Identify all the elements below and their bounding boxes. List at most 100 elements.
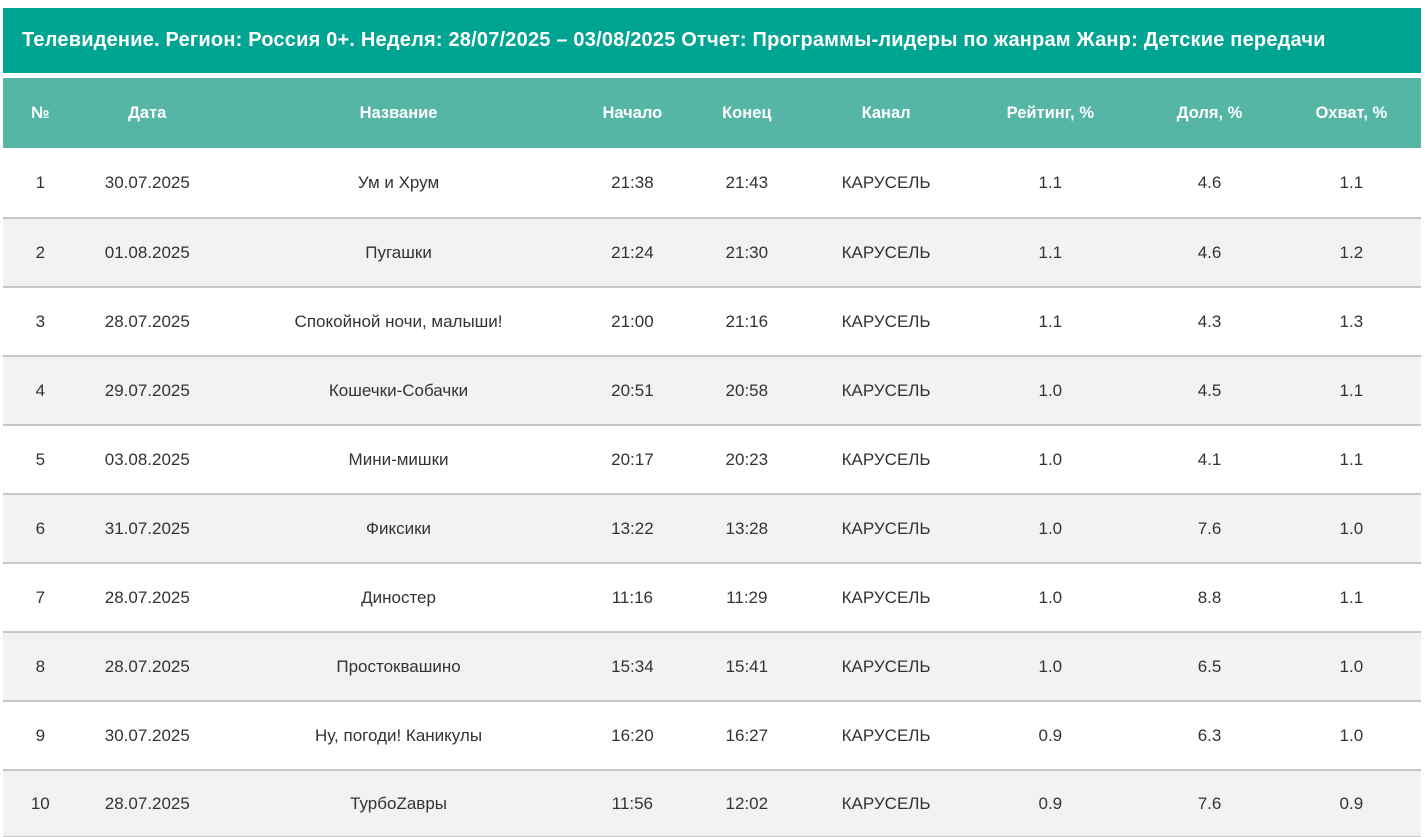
table-cell-col-rating: 1.0 — [1038, 449, 1063, 469]
table-cell-col-date: 29.07.2025 — [104, 380, 190, 400]
table-cell-col-rating: 1.0 — [1038, 518, 1063, 538]
table-cell-col-name: ТурбоZавры — [350, 793, 447, 813]
table-cell-col-reach: 0.9 — [1339, 793, 1364, 813]
table-cell-col-rating: 1.1 — [1038, 311, 1063, 331]
table-cell-col-end: 21:16 — [725, 311, 769, 331]
table-cell-col-date: 30.07.2025 — [104, 172, 190, 192]
tv-ratings-report-page: Телевидение. Регион: Россия 0+. Неделя: … — [0, 8, 1425, 837]
table-cell-col-name: Простоквашино — [336, 656, 461, 676]
table-cell-col-end: 13:28 — [725, 518, 769, 538]
column-header-col-reach: Охват, % — [1315, 103, 1388, 122]
table-cell-col-share: 4.5 — [1197, 380, 1222, 400]
table-row: 6 31.07.2025 Фиксики 13:22 13:28 КАРУСЕЛЬ 1.0 7… — [3, 493, 1421, 562]
table-row: 5 03.08.2025 Мини-мишки 20:17 20:23 КАРУСЕЛЬ 1… — [3, 424, 1421, 493]
table-cell-col-date: 03.08.2025 — [104, 449, 190, 469]
column-header-col-end: Конец — [722, 103, 772, 122]
table-cell-col-reach: 1.3 — [1339, 311, 1364, 331]
table-cell-col-number: 4 — [35, 380, 46, 400]
table-cell-col-date: 30.07.2025 — [104, 725, 190, 745]
table-cell-col-date: 01.08.2025 — [104, 242, 190, 262]
table-cell-col-share: 7.6 — [1197, 793, 1222, 813]
ratings-table: № Дата Название Начало Конец Канал Рейтинг, % Д… — [3, 78, 1421, 837]
table-cell-col-start: 15:34 — [611, 656, 654, 676]
table-cell-col-channel: КАРУСЕЛЬ — [841, 725, 931, 745]
table-row: 9 30.07.2025 Ну, погоди! Каникулы 16:20 16:2… — [3, 700, 1421, 769]
table-cell-col-channel: КАРУСЕЛЬ — [841, 793, 931, 813]
table-cell-col-start: 21:38 — [611, 172, 654, 192]
table-cell-col-channel: КАРУСЕЛЬ — [841, 172, 931, 192]
table-cell-col-number: 2 — [35, 242, 46, 262]
table-cell-col-number: 10 — [30, 793, 50, 813]
table-cell-col-end: 20:58 — [725, 380, 769, 400]
table-cell-col-end: 20:23 — [725, 449, 769, 469]
table-cell-col-reach: 1.1 — [1339, 380, 1364, 400]
table-cell-col-name: Мини-мишки — [348, 449, 449, 469]
table-cell-col-name: Фиксики — [366, 518, 432, 538]
table-cell-col-name: Ум и Хрум — [357, 172, 440, 192]
table-cell-col-reach: 1.1 — [1339, 587, 1364, 607]
table-cell-col-rating: 0.9 — [1038, 725, 1063, 745]
table-cell-col-reach: 1.0 — [1339, 725, 1364, 745]
table-cell-col-channel: КАРУСЕЛЬ — [841, 380, 931, 400]
table-cell-col-start: 20:17 — [611, 449, 654, 469]
table-cell-col-share: 8.8 — [1197, 587, 1222, 607]
table-cell-col-date: 28.07.2025 — [104, 656, 190, 676]
table-cell-col-channel: КАРУСЕЛЬ — [841, 311, 931, 331]
table-cell-col-number: 9 — [35, 725, 46, 745]
table-cell-col-rating: 1.1 — [1038, 172, 1063, 192]
table-row: 1 30.07.2025 Ум и Хрум 21:38 21:43 КАРУСЕЛЬ 1.… — [3, 148, 1421, 217]
table-cell-col-end: 16:27 — [725, 725, 769, 745]
table-cell-col-reach: 1.0 — [1339, 518, 1364, 538]
table-cell-col-date: 31.07.2025 — [104, 518, 190, 538]
table-cell-col-end: 11:29 — [726, 587, 768, 607]
table-cell-col-start: 11:16 — [611, 587, 654, 607]
table-cell-col-name: Кошечки-Собачки — [328, 380, 469, 400]
table-cell-col-rating: 0.9 — [1038, 793, 1063, 813]
table-cell-col-name: Пугашки — [365, 242, 432, 262]
table-cell-col-reach: 1.1 — [1339, 449, 1364, 469]
table-cell-col-end: 21:30 — [725, 242, 769, 262]
table-cell-col-share: 7.6 — [1197, 518, 1222, 538]
column-header-col-name: Название — [359, 103, 438, 122]
table-cell-col-start: 20:51 — [611, 380, 654, 400]
table-body: 1 30.07.2025 Ум и Хрум 21:38 21:43 КАРУСЕЛЬ 1.… — [3, 148, 1421, 837]
report-title-bar: Телевидение. Регион: Россия 0+. Неделя: … — [3, 8, 1421, 73]
table-cell-col-end: 15:41 — [725, 656, 769, 676]
table-cell-col-reach: 1.1 — [1339, 172, 1364, 192]
table-cell-col-reach: 1.2 — [1339, 242, 1364, 262]
table-header-row: № Дата Название Начало Конец Канал Рейтинг, % Д… — [3, 78, 1421, 148]
table-row: 8 28.07.2025 Простоквашино 15:34 15:41 КАРУСЕ… — [3, 631, 1421, 700]
table-cell-col-number: 6 — [35, 518, 46, 538]
table-cell-col-end: 21:43 — [725, 172, 769, 192]
column-header-col-share: Доля, % — [1176, 103, 1243, 122]
table-cell-col-number: 3 — [35, 311, 46, 331]
table-cell-col-start: 11:56 — [611, 793, 654, 813]
table-cell-col-share: 6.5 — [1197, 656, 1222, 676]
table-cell-col-number: 7 — [35, 587, 46, 607]
table-cell-col-reach: 1.0 — [1339, 656, 1364, 676]
table-cell-col-end: 12:02 — [725, 793, 769, 813]
table-cell-col-name: Ну, погоди! Каникулы — [314, 725, 483, 745]
table-cell-col-channel: КАРУСЕЛЬ — [841, 242, 931, 262]
table-cell-col-name: Диностер — [361, 587, 436, 607]
table-cell-col-rating: 1.0 — [1038, 656, 1063, 676]
table-cell-col-number: 1 — [35, 172, 46, 192]
table-cell-col-share: 4.6 — [1197, 172, 1222, 192]
column-header-col-number: № — [31, 103, 50, 122]
table-cell-col-rating: 1.1 — [1038, 242, 1063, 262]
column-header-col-channel: Канал — [861, 103, 911, 122]
table-cell-col-start: 21:24 — [611, 242, 654, 262]
table-cell-col-start: 16:20 — [611, 725, 654, 745]
table-cell-col-name: Спокойной ночи, малыши! — [294, 311, 503, 331]
table-cell-col-share: 6.3 — [1197, 725, 1222, 745]
table-cell-col-start: 21:00 — [611, 311, 654, 331]
table-cell-col-date: 28.07.2025 — [104, 793, 190, 813]
table-cell-col-rating: 1.0 — [1038, 587, 1063, 607]
table-cell-col-channel: КАРУСЕЛЬ — [841, 656, 931, 676]
column-header-col-date: Дата — [128, 103, 167, 122]
table-cell-col-date: 28.07.2025 — [104, 311, 190, 331]
table-cell-col-channel: КАРУСЕЛЬ — [841, 518, 931, 538]
table-row: 4 29.07.2025 Кошечки-Собачки 20:51 20:58 КАРУ… — [3, 355, 1421, 424]
table-cell-col-date: 28.07.2025 — [104, 587, 190, 607]
column-header-col-rating: Рейтинг, % — [1006, 103, 1094, 122]
